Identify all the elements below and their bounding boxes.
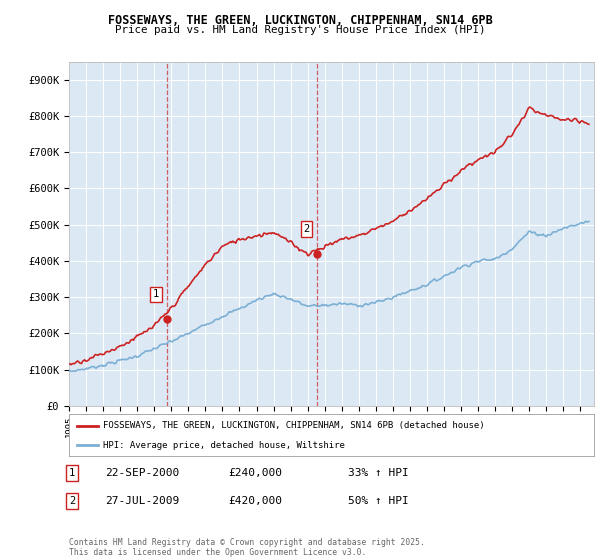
Text: 27-JUL-2009: 27-JUL-2009 <box>105 496 179 506</box>
Text: 2: 2 <box>69 496 75 506</box>
Text: HPI: Average price, detached house, Wiltshire: HPI: Average price, detached house, Wilt… <box>103 441 345 450</box>
Text: 50% ↑ HPI: 50% ↑ HPI <box>348 496 409 506</box>
Text: Contains HM Land Registry data © Crown copyright and database right 2025.
This d: Contains HM Land Registry data © Crown c… <box>69 538 425 557</box>
Text: Price paid vs. HM Land Registry's House Price Index (HPI): Price paid vs. HM Land Registry's House … <box>115 25 485 35</box>
Text: 33% ↑ HPI: 33% ↑ HPI <box>348 468 409 478</box>
Text: 1: 1 <box>69 468 75 478</box>
Text: 1: 1 <box>153 290 159 299</box>
Text: FOSSEWAYS, THE GREEN, LUCKINGTON, CHIPPENHAM, SN14 6PB (detached house): FOSSEWAYS, THE GREEN, LUCKINGTON, CHIPPE… <box>103 421 485 430</box>
Text: £420,000: £420,000 <box>228 496 282 506</box>
Text: £240,000: £240,000 <box>228 468 282 478</box>
Text: 22-SEP-2000: 22-SEP-2000 <box>105 468 179 478</box>
Text: FOSSEWAYS, THE GREEN, LUCKINGTON, CHIPPENHAM, SN14 6PB: FOSSEWAYS, THE GREEN, LUCKINGTON, CHIPPE… <box>107 14 493 27</box>
Text: 2: 2 <box>304 224 310 234</box>
